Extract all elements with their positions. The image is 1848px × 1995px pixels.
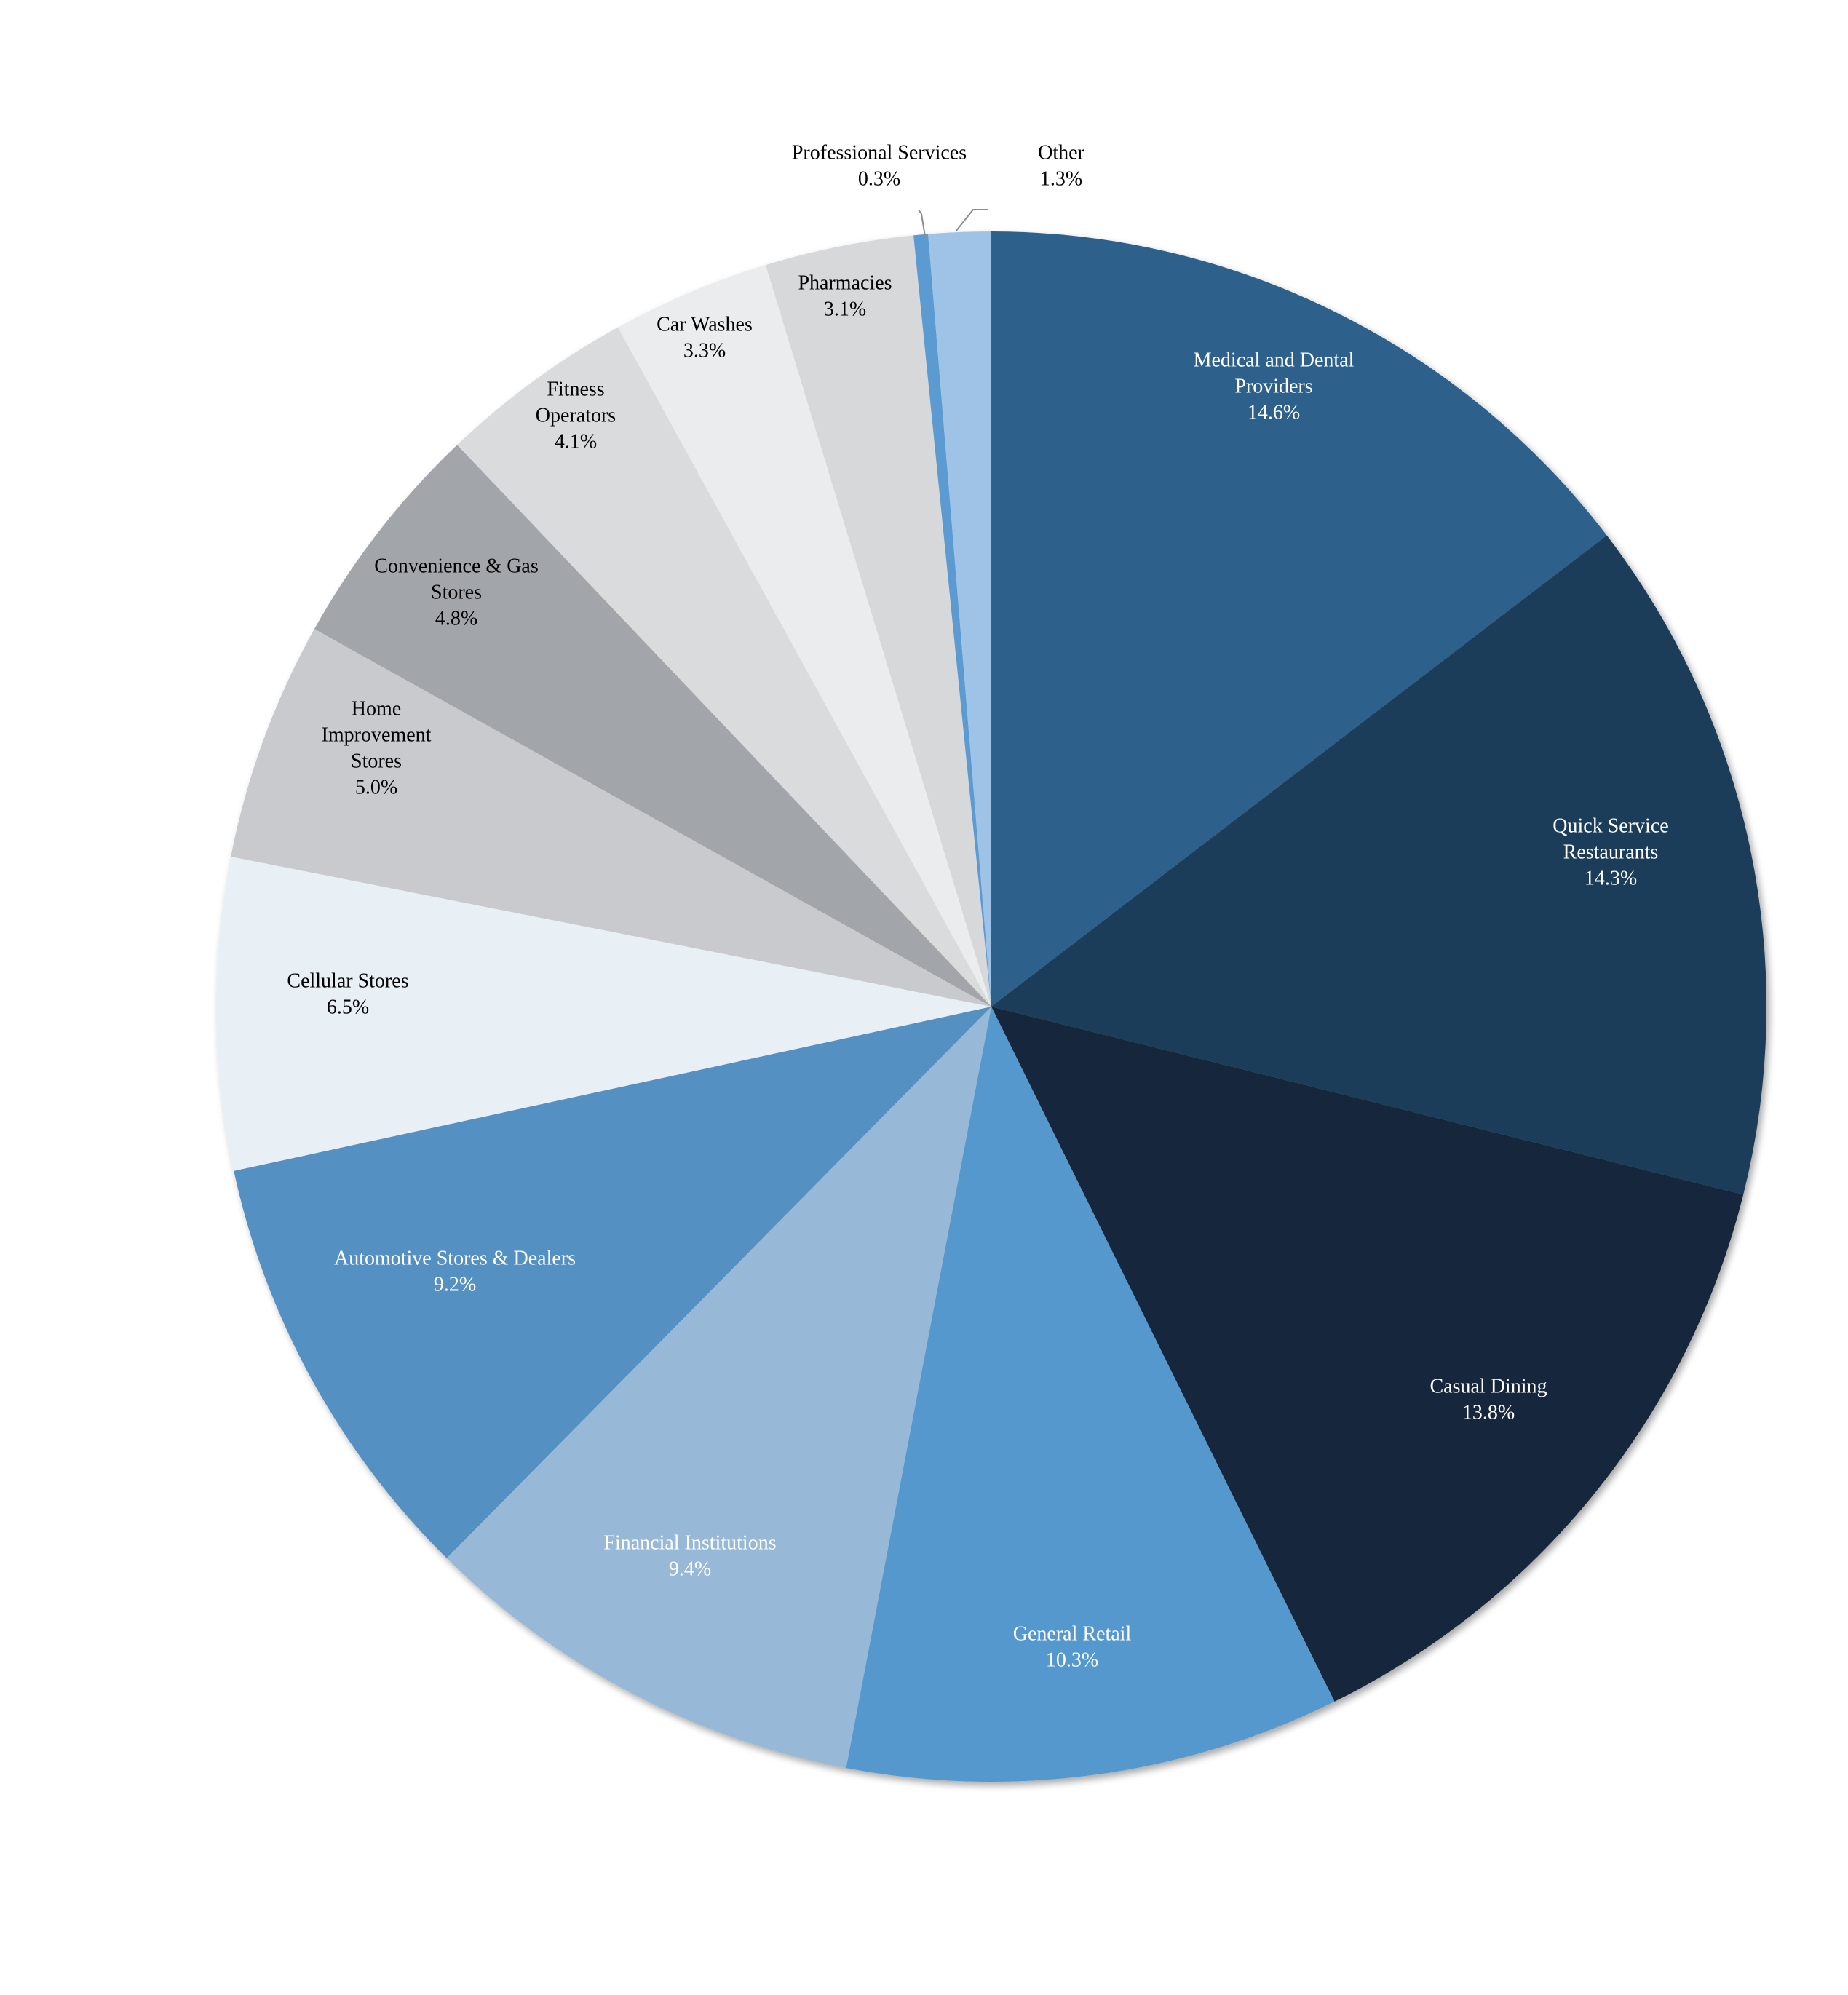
slice-label-cellular-stores: Cellular Stores 6.5% <box>287 969 408 1018</box>
slice-label-general-retail: General Retail 10.3% <box>1013 1622 1132 1671</box>
slice-label-home-improvement-stores: Home Improvement Stores 5.0% <box>322 697 432 798</box>
slice-label-financial-institutions: Financial Institutions 9.4% <box>603 1531 776 1580</box>
slice-name-label: Home <box>352 697 401 720</box>
slice-name-label: Operators <box>536 404 616 427</box>
slice-label-medical-and-dental-providers: Medical and Dental Providers 14.6% <box>1194 349 1355 424</box>
pie-slice-fitness-operators <box>457 327 991 1007</box>
leader-line-other <box>955 209 988 232</box>
pie-slice-medical-and-dental-providers <box>991 231 1607 1007</box>
pie-slice-home-improvement-stores <box>231 629 991 1007</box>
slice-value-label: 5.0% <box>355 776 397 798</box>
slice-name-label: Pharmacies <box>798 271 892 294</box>
slice-label-fitness-operators: Fitness Operators 4.1% <box>536 378 616 453</box>
slice-value-label: 4.8% <box>435 607 477 630</box>
slice-name-label: Cellular Stores <box>287 969 408 992</box>
slice-name-label: General Retail <box>1013 1622 1132 1645</box>
slice-label-car-washes: Car Washes 3.3% <box>657 313 753 362</box>
slice-value-label: 14.3% <box>1585 867 1637 889</box>
pie-slice-cellular-stores <box>216 856 991 1171</box>
slice-value-label: 14.6% <box>1248 401 1300 424</box>
slice-value-label: 6.5% <box>327 996 369 1018</box>
slice-name-label: Fitness <box>547 378 604 400</box>
slice-label-professional-services: Professional Services 0.3% <box>792 141 967 190</box>
slice-name-label: Other <box>1038 141 1084 164</box>
pie-slice-car-washes <box>617 265 991 1007</box>
slice-name-label: Providers <box>1234 375 1312 397</box>
slice-label-other: Other 1.3% <box>1038 141 1084 190</box>
slice-value-label: 9.2% <box>434 1273 476 1296</box>
pie-slice-quick-service-restaurants <box>991 535 1766 1195</box>
slice-name-label: Car Washes <box>657 313 753 336</box>
slice-name-label: Quick Service <box>1552 814 1668 837</box>
pie-slice-convenience-and-gas-stores <box>314 445 992 1007</box>
slice-name-label: Improvement <box>322 723 432 746</box>
slice-name-label: Medical and Dental <box>1194 349 1355 371</box>
leader-lines <box>918 209 988 237</box>
slice-value-label: 3.1% <box>824 298 866 320</box>
slice-label-convenience-and-gas-stores: Convenience & Gas Stores 4.8% <box>374 555 539 630</box>
pie-slice-casual-dining <box>991 1007 1744 1702</box>
slice-label-casual-dining: Casual Dining 13.8% <box>1430 1375 1547 1424</box>
slice-name-label: Restaurants <box>1563 841 1659 863</box>
slice-name-label: Convenience & Gas <box>374 555 539 577</box>
slice-value-label: 1.3% <box>1040 167 1082 190</box>
slice-labels: Medical and Dental Providers 14.6% Quick Se… <box>287 141 1668 1671</box>
pie-slice-financial-institutions <box>446 1007 991 1769</box>
slice-value-label: 13.8% <box>1462 1401 1515 1424</box>
slice-name-label: Professional Services <box>792 141 967 164</box>
slice-name-label: Automotive Stores & Dealers <box>334 1247 576 1269</box>
pie-slice-professional-services <box>913 234 991 1007</box>
slice-label-pharmacies: Pharmacies 3.1% <box>798 271 892 320</box>
slice-name-label: Stores <box>431 581 482 603</box>
slice-value-label: 3.3% <box>683 339 726 362</box>
pie-slice-general-retail <box>846 1007 1335 1782</box>
slice-name-label: Financial Institutions <box>603 1531 776 1554</box>
slice-value-label: 0.3% <box>858 167 900 190</box>
pie-slice-automotive-stores-and-dealers <box>234 1007 992 1558</box>
slice-label-automotive-stores-and-dealers: Automotive Stores & Dealers 9.2% <box>334 1247 576 1296</box>
pie-slices <box>216 231 1766 1782</box>
slice-value-label: 10.3% <box>1046 1649 1098 1671</box>
slice-label-quick-service-restaurants: Quick Service Restaurants 14.3% <box>1552 814 1668 889</box>
pie-slice-pharmacies <box>766 235 991 1007</box>
leader-line-professional-services <box>918 209 926 237</box>
slice-name-label: Casual Dining <box>1430 1375 1547 1397</box>
slice-name-label: Stores <box>351 750 402 772</box>
slice-value-label: 9.4% <box>669 1558 711 1580</box>
slice-value-label: 4.1% <box>555 430 597 453</box>
pie-slice-other <box>928 231 991 1007</box>
